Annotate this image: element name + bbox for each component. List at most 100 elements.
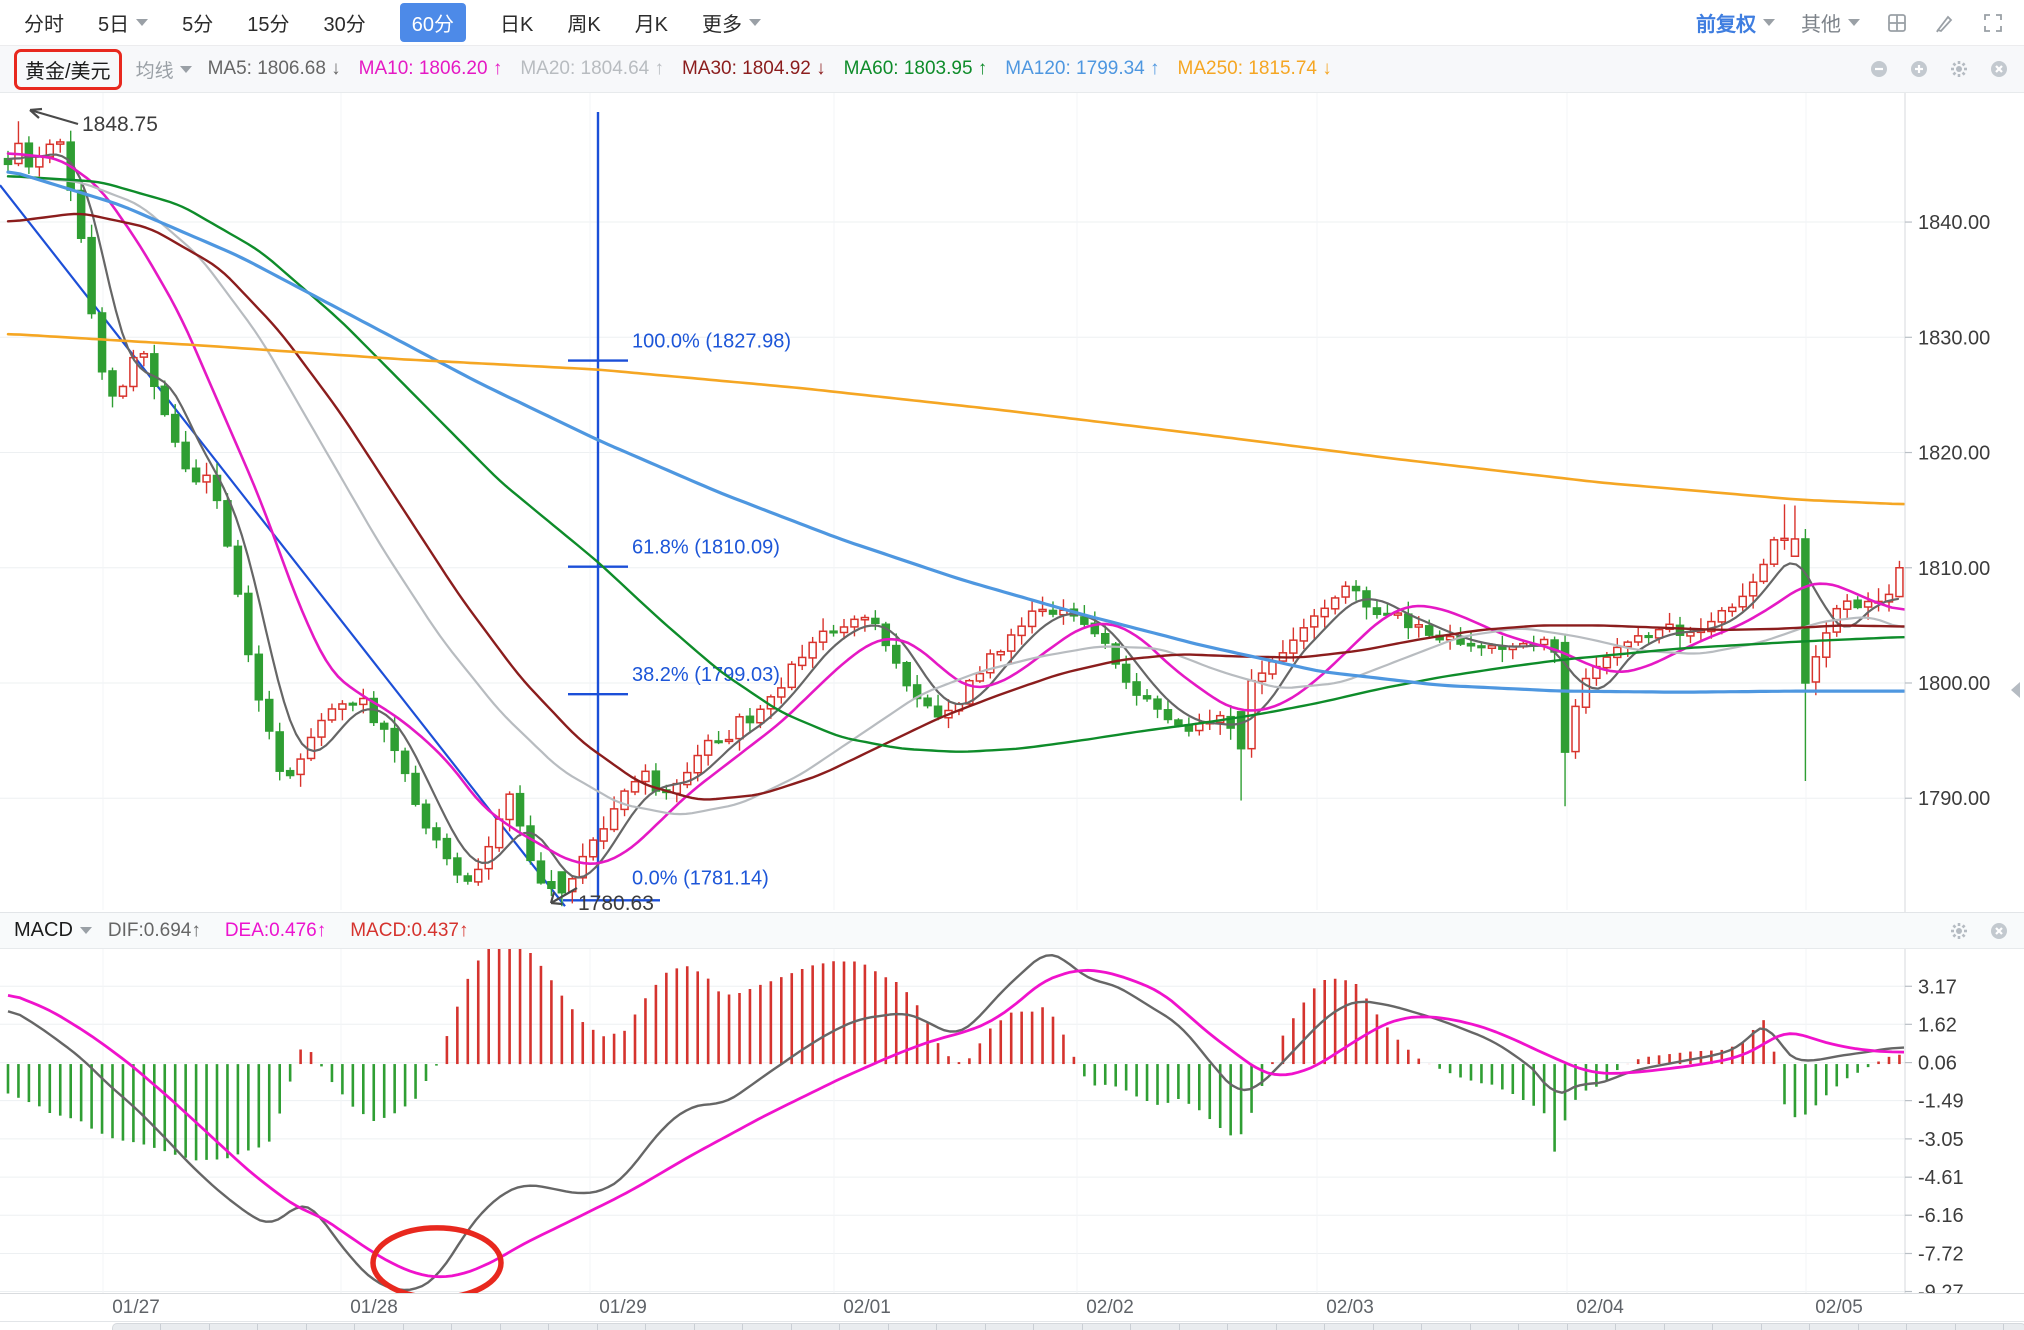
ma-lines — [6, 152, 1906, 879]
close-circle-icon[interactable] — [1988, 58, 2010, 80]
ma10-line — [6, 152, 1906, 865]
ma-bar-icons — [1868, 58, 2010, 80]
scroll-strip-tick — [1324, 1324, 1325, 1330]
macd-axis-label: -1.49 — [1918, 1091, 1964, 1113]
fib-level-label: 100.0% (1827.98) — [632, 331, 791, 353]
tab-5日[interactable]: 5日 — [98, 8, 149, 37]
macd-indicator-selector[interactable]: MACD — [14, 919, 92, 942]
scroll-strip-tick — [1954, 1324, 1956, 1330]
ma-value-MA60: MA60: 1803.95 ↑ — [843, 58, 988, 79]
scroll-strip-tick — [305, 1324, 307, 1330]
collapse-panel-icon[interactable] — [2011, 682, 2020, 698]
menu-其他[interactable]: 其他 — [1801, 8, 1860, 37]
expand-circle-icon[interactable] — [1908, 58, 1930, 80]
macd-header-icons — [1948, 920, 2010, 942]
fib-level-label: 38.2% (1799.03) — [632, 664, 780, 686]
tab-60分[interactable]: 60分 — [399, 3, 466, 42]
ma30-line — [6, 212, 1906, 801]
low-price-label: 1780.63 — [578, 892, 654, 915]
tab-月K[interactable]: 月K — [634, 14, 669, 36]
tab-5分[interactable]: 5分 — [182, 14, 214, 36]
brush-icon[interactable] — [1934, 12, 1956, 34]
price-axis-label: 1800.00 — [1918, 673, 1990, 695]
scroll-strip-tick — [790, 1324, 792, 1330]
period-toolbar: 分时 5日 5分 15分 30分 60分 日K 周K 月K 更多 前复权 其他 — [0, 0, 2024, 46]
macd-axis-label: -7.72 — [1918, 1243, 1964, 1265]
ma-value-MA250: MA250: 1815.74 ↓ — [1177, 58, 1332, 79]
ma-selector[interactable]: 均线 — [136, 56, 192, 83]
scroll-strip-tick — [1857, 1324, 1859, 1330]
price-axis-label: 1840.00 — [1918, 212, 1990, 234]
symbol-badge[interactable]: 黄金/美元 — [14, 48, 122, 90]
x-axis-label: 02/03 — [1326, 1297, 1374, 1318]
scroll-strip-tick — [1906, 1324, 1907, 1330]
ma60-line — [6, 175, 1906, 753]
tab-日K[interactable]: 日K — [500, 14, 534, 36]
macd-title: MACD — [14, 919, 73, 941]
price-axis-label: 1830.00 — [1918, 327, 1990, 349]
x-axis-label: 01/29 — [599, 1297, 647, 1318]
scroll-strip-tick — [354, 1324, 355, 1330]
scroll-strip-tick — [2003, 1324, 2004, 1330]
grid-icon[interactable] — [1886, 12, 1908, 34]
tab-30分[interactable]: 30分 — [323, 14, 366, 36]
tab-周K[interactable]: 周K — [567, 14, 601, 36]
x-axis-label: 02/05 — [1815, 1297, 1863, 1318]
dea-line — [7, 968, 1905, 1279]
scroll-strip-tick — [742, 1324, 743, 1330]
ma5-line — [6, 153, 1900, 879]
macd-axis-label: -3.05 — [1918, 1129, 1964, 1151]
value-axes: 1840.00 1830.00 1820.00 1810.00 1800.00 1790.… — [1904, 93, 2020, 1304]
settings-icon[interactable] — [1948, 920, 1970, 942]
scroll-strip-tick — [1227, 1324, 1228, 1330]
scroll-strip-tick — [1421, 1324, 1422, 1330]
macd-value-DIF: DIF:0.694↑ — [107, 919, 201, 941]
scroll-strip-tick — [257, 1324, 258, 1330]
macd-values: DIF:0.694↑ DEA:0.476↑ MACD:0.437↑ — [108, 920, 469, 942]
price-axis-label: 1810.00 — [1918, 558, 1990, 580]
fibonacci-tool[interactable]: 100.0% (1827.98) 61.8% (1810.09) 38.2% (17… — [0, 112, 791, 907]
tab-分时[interactable]: 分时 — [24, 14, 64, 36]
scroll-strip-tick — [984, 1324, 986, 1330]
scroll-strip-tick — [1033, 1324, 1034, 1330]
scroll-strip-tick — [499, 1324, 501, 1330]
bottom-scroll-strip[interactable] — [0, 1322, 2024, 1330]
fullscreen-icon[interactable] — [1982, 12, 2004, 34]
menu-前复权[interactable]: 前复权 — [1696, 8, 1775, 37]
high-price-label: 1848.75 — [82, 113, 158, 136]
scroll-strip-tick — [160, 1324, 161, 1330]
scroll-strip-tick — [451, 1324, 452, 1330]
settings-icon[interactable] — [1948, 58, 1970, 80]
scroll-strip-tick — [1518, 1324, 1519, 1330]
chevron-down-icon — [1848, 19, 1860, 26]
macd-value-DEA: DEA:0.476↑ — [224, 919, 327, 941]
gridlines — [0, 93, 1905, 1300]
price-extreme-markers: 1848.75 1780.63 — [29, 107, 654, 915]
scroll-strip-tick — [1372, 1324, 1374, 1330]
ma-value-MA20: MA20: 1804.64 ↑ — [520, 58, 664, 79]
scroll-strip-tick — [1081, 1324, 1083, 1330]
scroll-strip-tick — [1663, 1324, 1665, 1330]
scroll-strip-tick — [402, 1324, 404, 1330]
scroll-strip-tick — [839, 1324, 840, 1330]
scroll-strip-tick — [1275, 1324, 1277, 1330]
x-axis-label: 01/27 — [112, 1297, 160, 1318]
tab-更多[interactable]: 更多 — [702, 8, 762, 37]
tab-15分[interactable]: 15分 — [247, 14, 290, 36]
scroll-strip-tick — [596, 1324, 598, 1330]
scroll-strip-tick — [208, 1324, 210, 1330]
candlesticks — [3, 121, 1904, 907]
symbol-label: 黄金/美元 — [25, 60, 111, 83]
macd-axis-label: -4.61 — [1918, 1167, 1964, 1189]
ma-value-MA30: MA30: 1804.92 ↓ — [681, 58, 826, 79]
scroll-strip-tick — [693, 1324, 695, 1330]
close-circle-icon[interactable] — [1988, 920, 2010, 942]
scroll-strip-tick — [936, 1324, 937, 1330]
ma250-line — [6, 332, 1906, 506]
macd-axis-label: 1.62 — [1918, 1014, 1957, 1036]
scroll-strip-track[interactable] — [112, 1323, 2024, 1330]
collapse-circle-icon[interactable] — [1868, 58, 1890, 80]
period-tabs: 分时 5日 5分 15分 30分 60分 日K 周K 月K 更多 — [24, 3, 762, 42]
chevron-down-icon — [136, 19, 149, 26]
